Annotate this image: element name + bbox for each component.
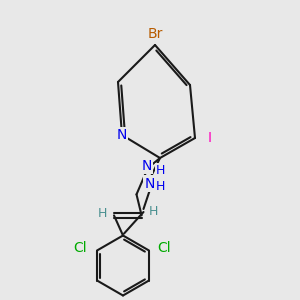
Text: H: H [156, 164, 165, 177]
Text: Br: Br [147, 27, 163, 40]
Text: Cl: Cl [74, 241, 87, 255]
Text: N: N [141, 159, 152, 173]
Text: N: N [144, 176, 155, 190]
Text: H: H [156, 180, 166, 193]
Text: N: N [117, 128, 127, 142]
Text: Cl: Cl [157, 241, 171, 255]
Text: H: H [98, 207, 107, 220]
Text: I: I [208, 131, 212, 145]
Text: H: H [149, 205, 158, 218]
